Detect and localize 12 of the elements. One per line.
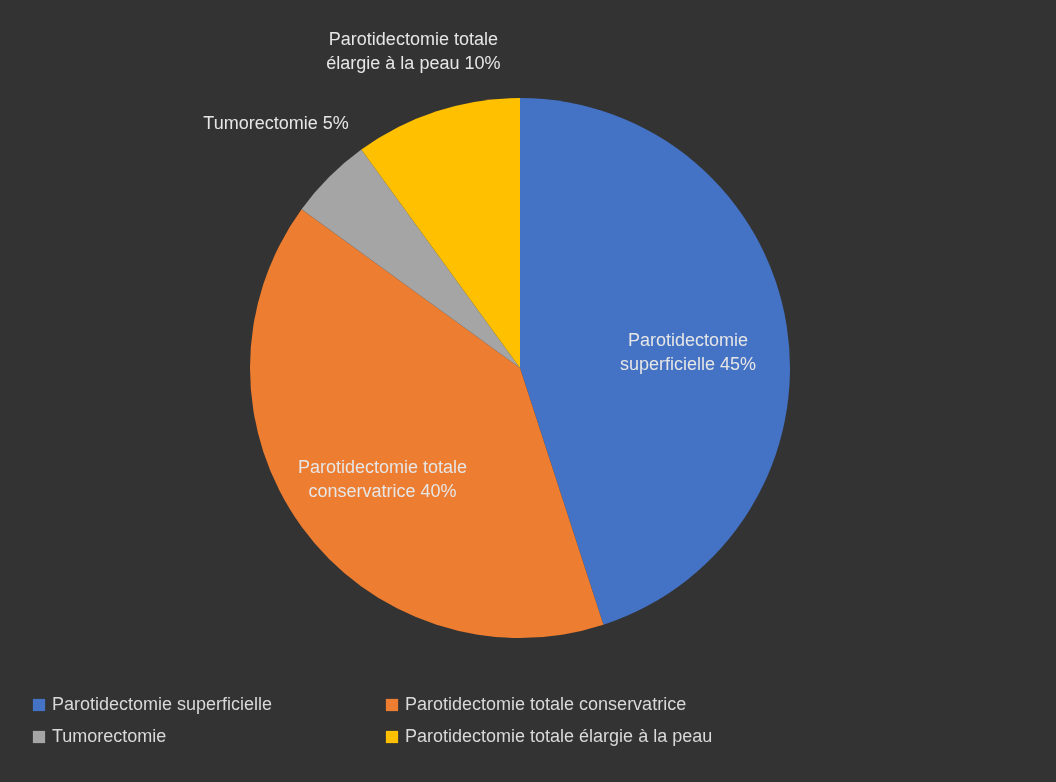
pie-slice — [361, 98, 520, 368]
category-label: Parotidectomie superficielle 45% — [619, 330, 756, 375]
legend-label: Parotidectomie totale conservatrice — [405, 694, 687, 714]
category-label: Parotidectomie totale élargie à la peau 10% — [326, 28, 501, 73]
pie-slice — [250, 209, 604, 638]
category-label: Parotidectomie totale conservatrice 40% — [297, 456, 468, 501]
category-label: Tumorectomie 5% — [203, 113, 349, 134]
legend-label: Parotidectomie superficielle — [52, 694, 273, 714]
pie-slice — [301, 149, 520, 368]
legend-label: Parotidectomie totale élargie à la peau — [405, 726, 713, 746]
legend-label: Tumorectomie — [52, 726, 167, 746]
pie-slice — [520, 98, 790, 625]
